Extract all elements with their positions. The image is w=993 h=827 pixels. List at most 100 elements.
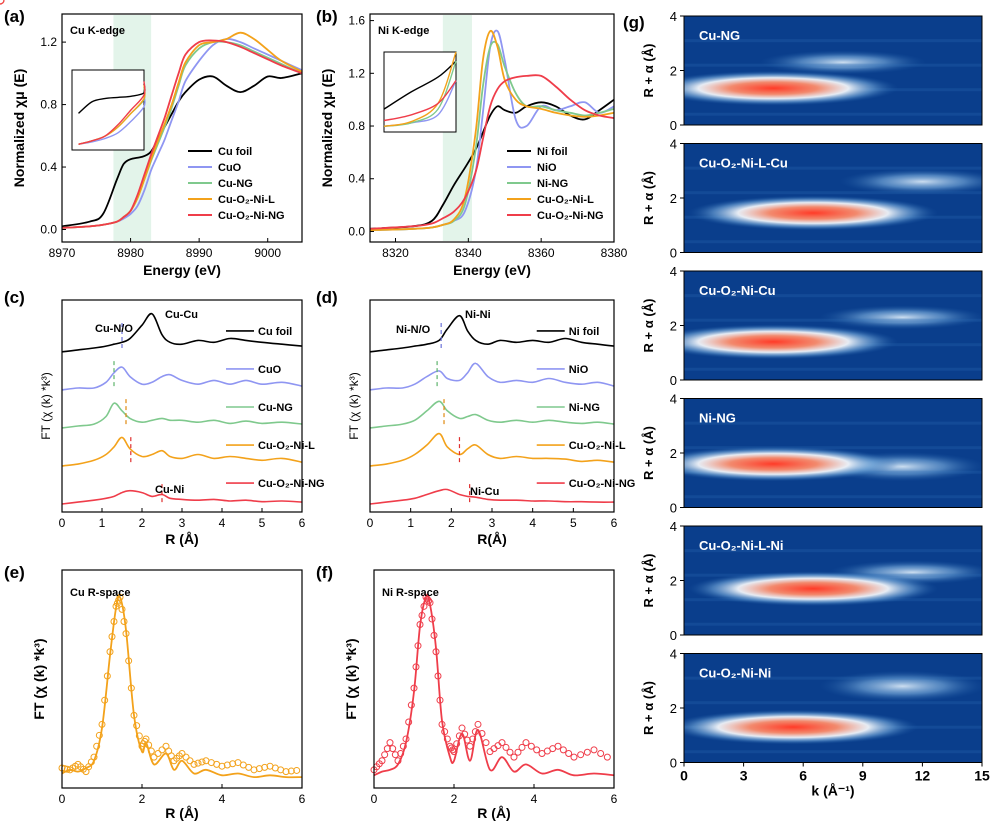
x-tick-label: 1: [99, 516, 106, 530]
secondary-lobe: [819, 305, 982, 330]
data-point: [436, 696, 444, 704]
series-cu-foil: [61, 72, 303, 228]
inset-series: [78, 95, 146, 145]
data-point: [394, 757, 402, 765]
x-tick-label: 6: [299, 516, 306, 530]
x-tick-label: 6: [799, 768, 807, 784]
peak-annotation: Cu-Ni: [155, 484, 184, 496]
main-lobe: [684, 709, 919, 745]
data-point: [194, 759, 202, 767]
data-point: [399, 742, 407, 750]
data-point: [98, 720, 106, 728]
inset-series: [383, 51, 457, 127]
plot-frame: [61, 13, 303, 243]
data-point: [178, 749, 186, 757]
legend-label: Cu-O₂-Ni-NG: [512, 0, 993, 3]
x-tick-label: 0: [680, 768, 688, 784]
band: [684, 240, 982, 244]
data-point: [527, 742, 535, 750]
x-tick-label: 3: [179, 516, 186, 530]
data-point: [412, 663, 420, 671]
y-tick-label: 1.6: [348, 14, 365, 28]
map-content: [684, 653, 982, 763]
wavelet-map: Cu-O₂-Ni-Ni 0 2 4 R + α (Å): [641, 647, 983, 771]
legend-label: CuO: [218, 162, 242, 174]
legend-label: fitting: [188, 0, 993, 3]
secondary-lobe: [759, 50, 927, 75]
data-point: [458, 724, 466, 732]
series-cu-o2-ni-ng: [369, 74, 615, 230]
data-point: [386, 739, 394, 747]
curve-label: Cu-O₂-Ni-L: [258, 440, 315, 452]
y-tick-label: 2: [670, 319, 677, 334]
data-point: [471, 728, 479, 736]
panel-title: Cu K-edge: [70, 25, 125, 37]
wavelet-map: Cu-O₂-Ni-L-Cu 0 2 4 R + α (Å): [641, 137, 983, 261]
map-content: [684, 526, 982, 635]
panel-title: Cu R-space: [70, 587, 131, 599]
legend-label: Cu-O₂-Ni-NG: [537, 210, 604, 222]
map-content: [684, 16, 982, 125]
band: [684, 701, 982, 705]
x-tick-label: 0: [367, 516, 374, 530]
panel-label: (c): [4, 288, 25, 307]
y-tick-label: 0.0: [40, 223, 57, 237]
data-point: [397, 749, 405, 757]
legend-label: Ni-NG: [537, 178, 568, 190]
data-point: [466, 742, 474, 750]
panel-b: 8320 8340 8360 8380 0.0 0.4 0.8 1.2 1.6 Energy (e…: [316, 7, 628, 278]
data-point: [420, 602, 428, 610]
secondary-lobe: [838, 168, 982, 195]
data-point: [498, 739, 506, 747]
data-point: [101, 696, 109, 704]
y-tick-label: 0.8: [348, 119, 365, 133]
legend-label: Ni foil: [537, 146, 568, 158]
x-axis-label: k (Å⁻¹): [811, 783, 854, 799]
data-point: [461, 730, 469, 738]
legend-label: Cu-O₂-Ni-NG: [218, 210, 285, 222]
y-tick-label: 0.0: [348, 224, 365, 238]
map-content: [684, 398, 982, 508]
data-point: [90, 753, 98, 761]
panel-label: (a): [4, 7, 25, 26]
band: [684, 421, 982, 425]
data-point: [110, 617, 118, 625]
curve-label: Cu-O₂-Ni-NG: [258, 478, 325, 490]
data-point: [486, 748, 494, 756]
x-tick-label: 6: [611, 516, 618, 530]
y-axis-label: Normalized χμ (E): [11, 69, 27, 188]
wavelet-map: Ni-NG 0 2 4 R + α (Å): [641, 392, 983, 516]
data-point: [482, 739, 490, 747]
data-point: [287, 767, 295, 775]
x-tick-label: 4: [219, 516, 226, 530]
main-lobe: [687, 195, 939, 231]
peak-annotation: Ni-Cu: [470, 486, 499, 498]
data-point: [125, 657, 133, 665]
x-axis-label: R(Å): [477, 531, 507, 547]
y-tick-label: 4: [670, 137, 677, 152]
curve-label: Ni-NG: [569, 402, 600, 414]
data-point: [443, 735, 451, 743]
legend-label: Cu foil: [218, 146, 252, 158]
x-tick-label: 3: [489, 516, 496, 530]
data-point: [418, 611, 426, 619]
curve-label: Ni foil: [569, 326, 600, 338]
curve-label: Cu-NG: [258, 402, 293, 414]
peak-annotation: Ni-Ni: [465, 309, 491, 321]
data-point: [533, 746, 541, 754]
x-tick-label: 9: [859, 768, 867, 784]
data-point: [430, 631, 438, 639]
legend-label: Cu-O₂-Ni-L: [537, 194, 594, 206]
y-tick-label: 4: [670, 647, 677, 662]
x-tick-label: 5: [259, 516, 266, 530]
data-point: [449, 746, 457, 754]
series-cu-o2-ni-l: [61, 436, 303, 467]
data-point: [383, 745, 391, 753]
data-point: [402, 735, 410, 743]
panel-c: Cu foil CuO Cu-NG Cu-O₂-Ni-L Cu-O₂-Ni-NG 0 1 2 3…: [4, 288, 325, 547]
inset-series: [383, 60, 457, 110]
inset-frame: [71, 69, 145, 151]
y-tick-label: 4: [670, 9, 677, 24]
y-tick-label: 0.4: [348, 172, 365, 186]
data-point: [378, 757, 386, 765]
